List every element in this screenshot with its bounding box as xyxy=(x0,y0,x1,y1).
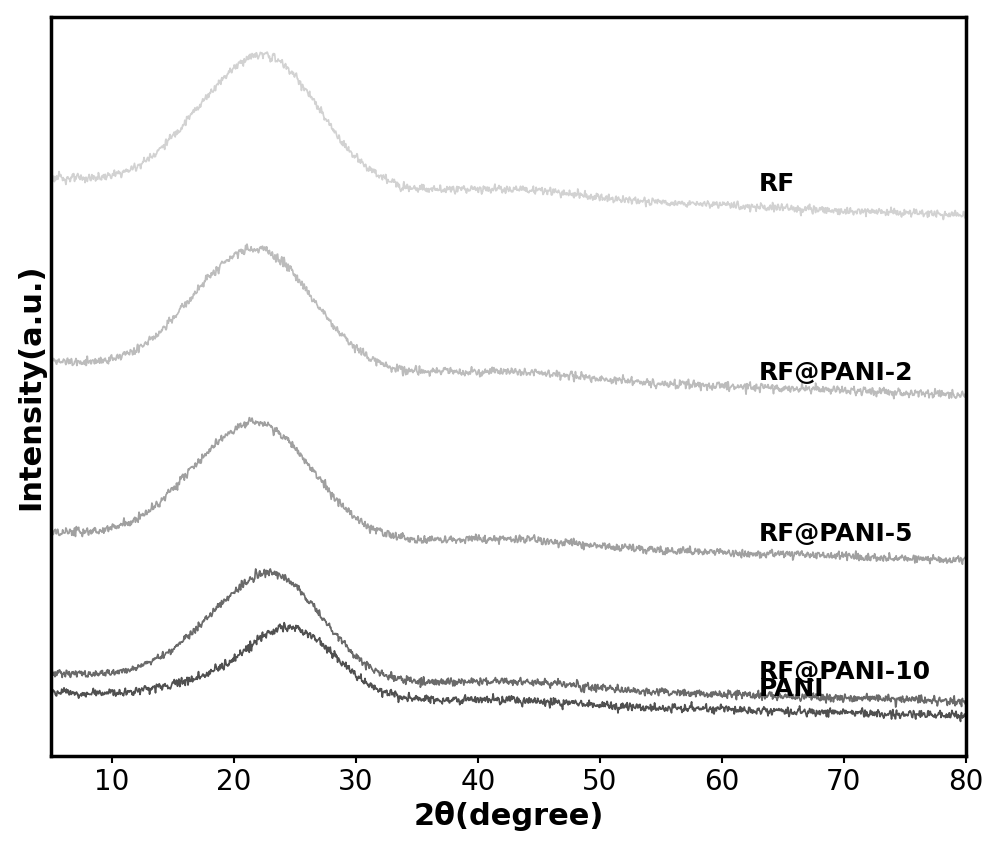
Y-axis label: Intensity(a.u.): Intensity(a.u.) xyxy=(17,263,46,510)
Text: RF: RF xyxy=(758,172,795,196)
Text: RF@PANI-5: RF@PANI-5 xyxy=(758,522,913,545)
Text: PANI: PANI xyxy=(758,678,824,701)
Text: RF@PANI-10: RF@PANI-10 xyxy=(758,660,931,683)
Text: RF@PANI-2: RF@PANI-2 xyxy=(758,360,913,385)
X-axis label: 2θ(degree): 2θ(degree) xyxy=(413,801,604,831)
